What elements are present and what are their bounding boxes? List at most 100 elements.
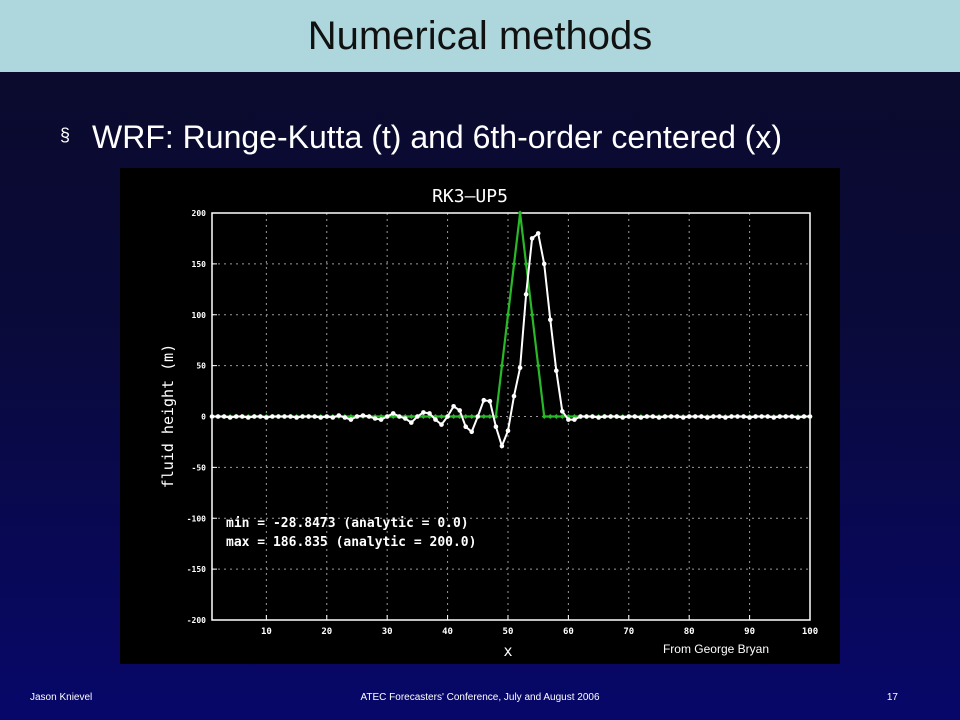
- numerical-point: [233, 414, 239, 419]
- analytic-point: [499, 363, 505, 369]
- numerical-point: [239, 414, 245, 419]
- numerical-point: [451, 404, 456, 409]
- y-tick-label: 200: [192, 209, 207, 218]
- numerical-point: [614, 414, 619, 419]
- analytic-point: [481, 414, 487, 419]
- bullet-text: WRF: Runge-Kutta (t) and 6th-order cente…: [92, 118, 783, 155]
- numerical-point: [312, 414, 317, 419]
- numerical-point: [378, 417, 384, 422]
- numerical-point: [692, 414, 698, 419]
- numerical-point: [252, 414, 257, 419]
- axis-ticks: 10 20 30 40 50 60 70 80 90 100 -200 -150 -100 -50 0 50 1…: [187, 209, 818, 637]
- chart-title: RK3—UP5: [432, 186, 508, 207]
- analytic-point: [487, 414, 493, 419]
- numerical-point: [433, 417, 438, 422]
- y-tick-label: -150: [187, 565, 206, 574]
- numerical-point: [668, 414, 674, 419]
- max-annotation: max = 186.835 (analytic = 200.0): [226, 535, 476, 550]
- numerical-point: [421, 410, 426, 415]
- analytic-point: [439, 414, 445, 419]
- numerical-point: [717, 414, 722, 419]
- footer-conference: ATEC Forecasters' Conference, July and A…: [360, 692, 600, 703]
- analytic-point: [463, 414, 469, 419]
- numerical-point: [741, 414, 746, 419]
- numerical-point: [517, 365, 523, 370]
- x-tick-label: 60: [563, 627, 574, 637]
- analytic-point: [529, 312, 535, 318]
- analytic-point: [523, 261, 529, 267]
- numerical-point: [348, 417, 354, 422]
- numerical-point: [481, 397, 487, 403]
- numerical-point: [789, 414, 795, 419]
- y-tick-label: 50: [196, 362, 206, 371]
- numerical-point: [584, 414, 589, 419]
- x-tick-label: 10: [261, 627, 272, 637]
- numerical-point: [626, 414, 632, 419]
- numerical-point: [397, 414, 402, 419]
- numerical-point: [505, 428, 511, 434]
- numerical-point: [487, 398, 493, 404]
- numerical-point: [330, 415, 336, 420]
- numerical-point: [771, 415, 777, 420]
- numerical-point: [294, 415, 299, 420]
- numerical-point: [457, 408, 463, 413]
- numerical-point: [662, 414, 668, 419]
- numerical-point: [366, 414, 372, 419]
- bullet-point: § WRF: Runge-Kutta (t) and 6th-order cen…: [60, 112, 782, 162]
- numerical-point: [499, 443, 505, 449]
- numerical-point: [523, 292, 529, 297]
- numerical-point: [548, 317, 553, 323]
- y-tick-label: -100: [187, 514, 206, 523]
- bullet-marker-icon: §: [60, 124, 71, 145]
- numerical-point: [300, 414, 305, 419]
- min-annotation: min = -28.8473 (analytic = 0.0): [226, 516, 469, 531]
- numerical-point: [463, 424, 469, 430]
- numerical-point: [258, 414, 263, 419]
- numerical-point: [608, 414, 613, 419]
- analytic-point: [469, 414, 475, 419]
- numerical-point: [747, 415, 752, 420]
- numerical-point: [735, 414, 740, 419]
- numerical-point: [409, 420, 414, 425]
- credit-text: From George Bryan: [663, 642, 769, 656]
- numerical-point: [674, 414, 680, 419]
- numerical-point: [306, 414, 311, 419]
- y-axis-label: fluid height (m): [159, 344, 177, 489]
- numerical-point: [650, 414, 656, 419]
- numerical-point: [777, 414, 783, 419]
- numerical-point: [680, 415, 686, 420]
- numerical-point: [572, 417, 577, 422]
- numerical-point: [475, 414, 481, 419]
- numerical-point: [699, 414, 704, 419]
- y-tick-label: -200: [187, 616, 206, 625]
- analytic-point: [559, 414, 565, 419]
- numerical-point: [759, 414, 764, 419]
- x-axis-label: x: [503, 642, 512, 660]
- numerical-point: [578, 414, 583, 419]
- numerical-point: [656, 415, 662, 420]
- numerical-point: [354, 414, 360, 419]
- analytic-solution-line: [212, 212, 810, 418]
- x-tick-label: 30: [382, 627, 393, 637]
- footer-slide-number: 17: [886, 692, 898, 703]
- analytic-point: [408, 414, 414, 419]
- analytic-point: [541, 414, 547, 419]
- footer-author: Jason Knievel: [30, 692, 93, 703]
- numerical-point: [318, 415, 323, 420]
- numerical-point: [221, 414, 227, 419]
- numerical-point: [264, 415, 269, 420]
- numerical-point: [427, 411, 432, 416]
- numerical-point: [270, 414, 275, 419]
- y-tick-label: 0: [201, 413, 206, 422]
- numerical-point: [227, 415, 233, 420]
- chart-panel: 10 20 30 40 50 60 70 80 90 100 -200 -150 -100 -50 0 50 1…: [120, 168, 840, 664]
- analytic-point: [451, 414, 457, 419]
- numerical-point: [783, 414, 789, 419]
- numerical-point: [493, 424, 499, 430]
- numerical-point: [276, 414, 281, 419]
- numerical-point: [566, 417, 571, 422]
- numerical-point: [602, 414, 607, 419]
- numerical-point: [403, 416, 408, 421]
- numerical-point: [360, 413, 366, 418]
- numerical-point: [807, 414, 813, 419]
